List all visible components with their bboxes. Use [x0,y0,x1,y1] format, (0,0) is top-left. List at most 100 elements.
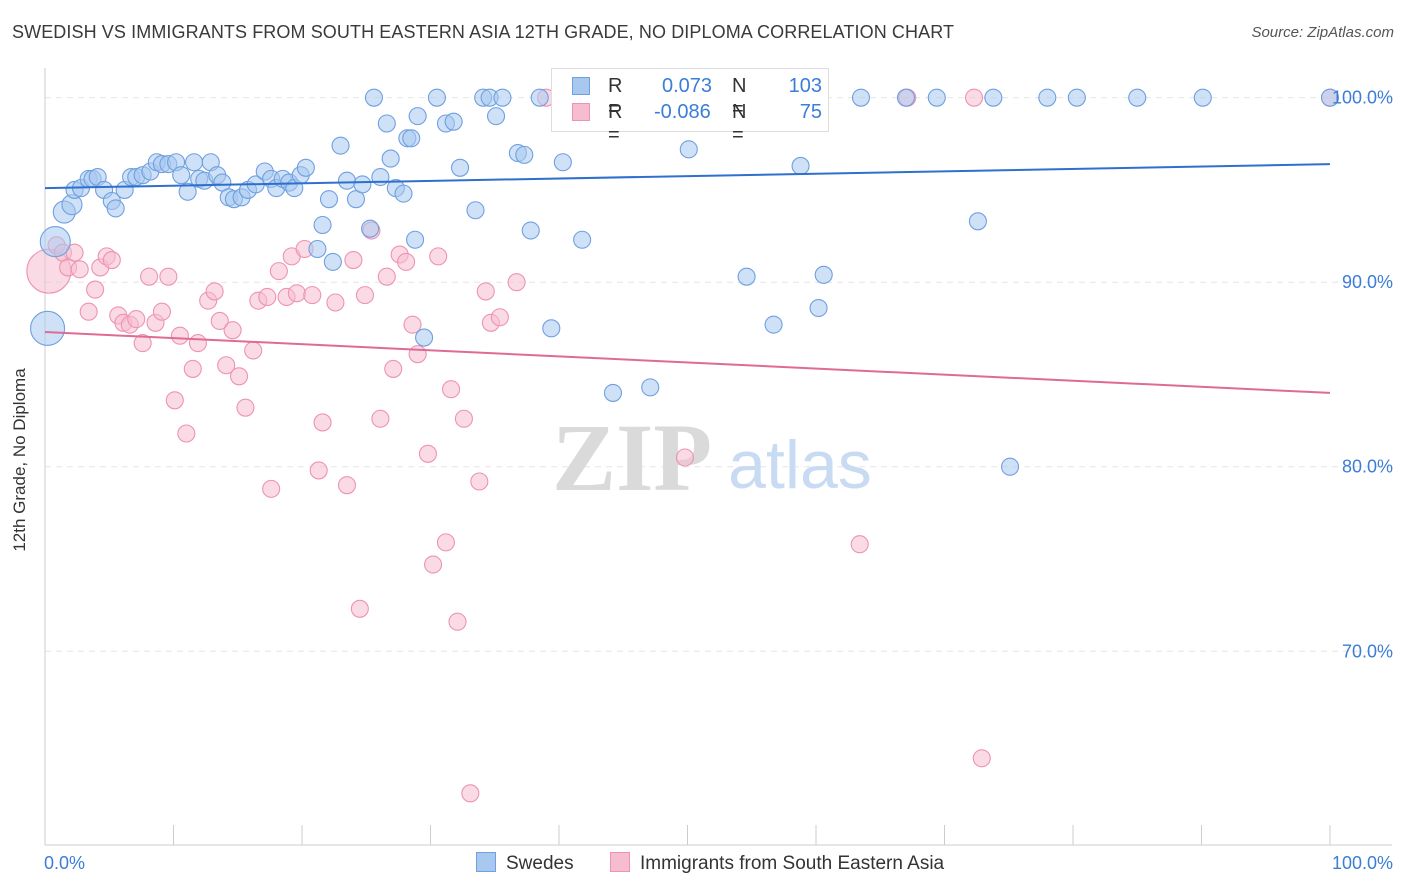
legend-swatch-immigrants [572,103,590,121]
swedes-point [444,112,463,131]
immigrants-point [287,284,306,303]
immigrants-point [442,380,461,399]
swedes-point [39,226,71,258]
immigrants-point [262,479,281,498]
immigrants-point [454,409,473,428]
legend-r-value: 0.073 [662,75,713,97]
legend-n-value: 75 [799,101,822,123]
legend-item-immigrants[interactable]: Immigrants from South Eastern Asia [610,852,944,875]
immigrants-point [177,424,196,443]
swedes-point [178,182,197,201]
y-tick-label: 90.0% [1342,272,1393,292]
immigrants-point [217,356,236,375]
immigrants-point [344,251,363,270]
y-tick-label: 80.0% [1342,457,1393,477]
swedes-point [1193,88,1212,107]
swedes-point [319,190,339,209]
immigrants-point [152,302,171,321]
swedes-point [984,88,1003,107]
legend-swatch-swedes [572,77,590,95]
immigrants-point [972,749,991,768]
swedes-point [542,319,561,338]
swedes-point [353,175,372,194]
immigrants-point [102,251,121,270]
immigrants-trend-line [44,331,1331,394]
swedes-point [427,88,446,107]
immigrants-point [461,784,480,803]
swedes-point [1067,88,1086,107]
swedes-point [361,219,380,238]
swedes-point [30,310,66,346]
immigrants-point [448,612,467,631]
chart-title: SWEDISH VS IMMIGRANTS FROM SOUTH EASTERN… [12,22,955,42]
swedes-point [323,252,342,271]
immigrants-point [403,315,422,334]
swedes-point [515,145,534,164]
legend-r-value: -0.086 [654,101,711,123]
swedes-point [573,230,592,249]
immigrants-point [350,599,369,618]
swedes-point [1000,457,1020,476]
immigrants-point [371,409,390,428]
swedes-point [641,378,660,397]
immigrants-point [133,334,152,353]
immigrants-point [70,260,89,279]
swedes-point [603,383,623,402]
watermark-atlas: atlas [728,427,872,503]
immigrants-point [384,359,403,378]
swedes-point [415,328,434,347]
swedes-point [308,239,327,259]
x-tick-label: 0.0% [44,853,85,873]
legend-label-immigrants: Immigrants from South Eastern Asia [640,853,945,874]
immigrants-point [269,262,288,281]
swedes-point [364,88,384,107]
immigrants-point [418,444,437,463]
immigrants-point [223,321,242,340]
immigrants-point [476,282,495,301]
immigrants-point [210,311,229,331]
swedes-point [809,298,828,318]
series-legend: Swedes Immigrants from South Eastern Asi… [0,852,1406,876]
swedes-point [737,267,756,286]
swedes-point [896,88,916,107]
immigrants-point [86,280,105,299]
swedes-point [1128,88,1147,107]
immigrants-point [309,461,328,480]
immigrants-point [429,247,448,266]
swedes-point [927,88,946,107]
source-note: Source: ZipAtlas.com [1251,24,1394,41]
swedes-point [466,201,485,220]
immigrants-point [337,476,357,495]
legend-n-label: N = [732,75,747,120]
legend-swatch-immigrants [610,852,630,872]
swedes-point [394,184,413,203]
legend-item-swedes[interactable]: Swedes [476,852,574,875]
legend-r-label: R = [608,101,623,146]
immigrants-point [159,267,178,286]
swedes-point [521,221,540,240]
swedes-point [451,158,470,177]
swedes-point [968,212,987,231]
immigrants-point [850,535,869,554]
immigrants-point [140,267,159,286]
tick-labels: 100.0% 90.0% 80.0% 70.0% 0.0% 100.0% [44,88,1393,873]
swedes-point [530,88,549,107]
immigrants-point [183,359,202,378]
immigrants-point [436,533,455,552]
swedes-point [106,199,125,218]
immigrants-point [303,286,322,305]
immigrants-point [127,310,146,329]
trend-lines [44,163,1331,394]
legend-label-swedes: Swedes [506,853,574,874]
axes [44,68,1392,846]
swedes-point [814,265,833,284]
series-swedes-points [30,88,1340,476]
swedes-point [313,215,332,235]
immigrants-point [244,341,263,360]
immigrants-point [424,555,443,574]
swedes-point [381,149,400,168]
legend-n-value: 103 [788,75,822,97]
swedes-point [851,88,871,107]
swedes-point [172,166,191,185]
immigrants-point [470,472,489,491]
